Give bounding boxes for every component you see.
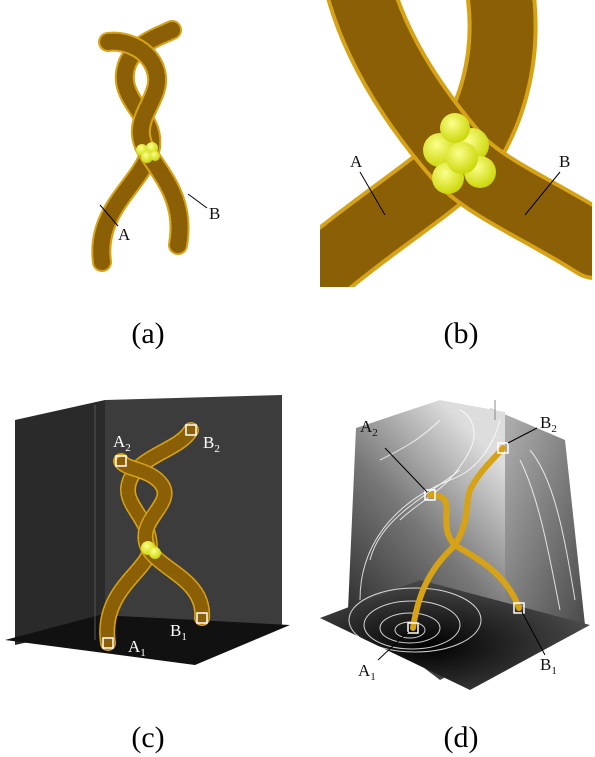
label: A (350, 152, 363, 171)
label-part: A (358, 661, 371, 680)
label-part: 2 (551, 423, 557, 435)
label: B (559, 152, 570, 171)
label-part: 2 (214, 443, 220, 455)
label-part: 1 (181, 631, 187, 643)
label-part: B (540, 655, 551, 674)
label-part: 1 (140, 647, 146, 659)
caption: (d) (444, 721, 479, 754)
label-part: B (203, 433, 214, 452)
caption: (c) (131, 721, 164, 754)
label: B2 (540, 413, 557, 435)
label-part: A (113, 432, 126, 451)
figure: A B (a) A B (b) A2 B2 (0, 0, 595, 757)
label: A1 (358, 661, 376, 683)
label-part: 1 (370, 671, 376, 683)
panel-a: A B (a) (100, 30, 220, 350)
label: A2 (360, 417, 378, 439)
panel-b: A B (b) (320, 0, 595, 350)
label-part: 1 (551, 665, 557, 677)
panel-c: A2 B2 A1 B1 (c) (5, 395, 290, 754)
label: A (118, 225, 131, 244)
label-part: 2 (125, 442, 131, 454)
label-part: A (128, 637, 141, 656)
caption: (a) (131, 317, 164, 350)
caption: (b) (444, 317, 479, 350)
panel-d: A2 B2 A1 B1 (d) (320, 400, 590, 754)
label: B1 (540, 655, 557, 677)
label-part: B (170, 621, 181, 640)
label: B (209, 204, 220, 223)
label-part: A (360, 417, 373, 436)
label-part: B (540, 413, 551, 432)
label-part: 2 (372, 427, 378, 439)
